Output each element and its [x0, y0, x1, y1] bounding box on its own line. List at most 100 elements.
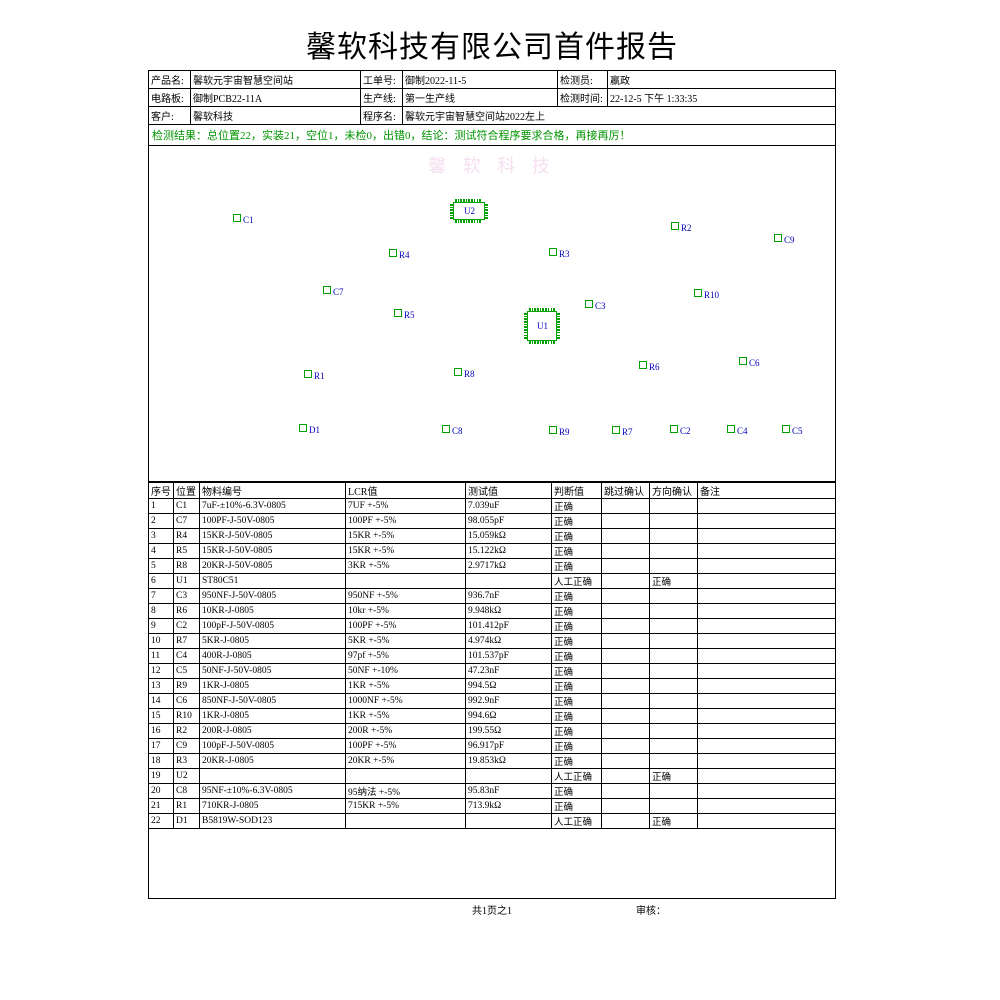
table-cell [650, 604, 698, 619]
component-C9 [774, 234, 782, 242]
table-cell: 97pf +-5% [346, 649, 466, 664]
table-cell: C8 [174, 784, 200, 799]
table-cell: 9 [149, 619, 174, 634]
component-label: C6 [749, 358, 760, 368]
table-cell [698, 664, 836, 679]
table-cell: 18 [149, 754, 174, 769]
table-cell [602, 724, 650, 739]
table-cell: 20 [149, 784, 174, 799]
hdr-inspector-value: 嬴政 [608, 71, 836, 89]
table-cell: 1 [149, 499, 174, 514]
table-cell [698, 649, 836, 664]
table-row: 6U1ST80C51人工正确正确 [149, 574, 836, 589]
col-header: 备注 [698, 483, 836, 499]
table-cell: R10 [174, 709, 200, 724]
table-cell: 7 [149, 589, 174, 604]
table-cell: 950NF +-5% [346, 589, 466, 604]
table-cell: 199.55Ω [466, 724, 552, 739]
table-cell [650, 649, 698, 664]
table-cell: 50NF-J-50V-0805 [200, 664, 346, 679]
table-cell: R5 [174, 544, 200, 559]
table-cell: 5KR +-5% [346, 634, 466, 649]
table-cell [602, 784, 650, 799]
table-cell [602, 634, 650, 649]
table-cell [466, 814, 552, 829]
component-R8 [454, 368, 462, 376]
table-cell: 正确 [552, 499, 602, 514]
table-cell [698, 769, 836, 784]
table-cell [698, 574, 836, 589]
table-cell [698, 784, 836, 799]
table-cell [602, 514, 650, 529]
component-label: C3 [595, 301, 606, 311]
table-row: 9C2100pF-J-50V-0805100PF +-5%101.412pF正确 [149, 619, 836, 634]
table-cell [698, 529, 836, 544]
table-cell: 8 [149, 604, 174, 619]
table-cell: R7 [174, 634, 200, 649]
table-cell [698, 799, 836, 814]
table-cell [698, 709, 836, 724]
table-cell: R2 [174, 724, 200, 739]
component-C4 [727, 425, 735, 433]
table-cell: 正确 [552, 664, 602, 679]
table-cell: 正确 [552, 604, 602, 619]
table-cell: 710KR-J-0805 [200, 799, 346, 814]
table-cell: 1000NF +-5% [346, 694, 466, 709]
table-cell: 15 [149, 709, 174, 724]
component-label: R8 [464, 369, 475, 379]
table-cell [602, 559, 650, 574]
table-filler [148, 829, 836, 899]
table-cell: 正确 [552, 709, 602, 724]
table-cell: 15KR +-5% [346, 529, 466, 544]
table-cell [650, 724, 698, 739]
table-cell: 101.412pF [466, 619, 552, 634]
table-cell: 994.6Ω [466, 709, 552, 724]
table-cell: 95.83nF [466, 784, 552, 799]
component-C8 [442, 425, 450, 433]
table-cell: 20KR-J-0805 [200, 754, 346, 769]
table-cell: 992.9nF [466, 694, 552, 709]
table-cell [698, 724, 836, 739]
table-cell [698, 604, 836, 619]
table-row: 11C4400R-J-080597pf +-5%101.537pF正确 [149, 649, 836, 664]
table-cell: C2 [174, 619, 200, 634]
table-cell: 正确 [552, 634, 602, 649]
table-cell: 7uF-±10%-6.3V-0805 [200, 499, 346, 514]
table-cell: 14 [149, 694, 174, 709]
table-cell: C3 [174, 589, 200, 604]
table-cell: 19 [149, 769, 174, 784]
component-label: R4 [399, 250, 410, 260]
hdr-time-label: 检测时间: [558, 89, 608, 107]
table-cell: 50NF +-10% [346, 664, 466, 679]
table-cell: 10 [149, 634, 174, 649]
table-cell [698, 589, 836, 604]
table-cell [602, 589, 650, 604]
component-label: D1 [309, 425, 320, 435]
hdr-program-label: 程序名: [361, 107, 403, 125]
col-header: 物料编号 [200, 483, 346, 499]
table-row: 17C9100pF-J-50V-0805100PF +-5%96.917pF正确 [149, 739, 836, 754]
table-row: 15R101KR-J-08051KR +-5%994.6Ω正确 [149, 709, 836, 724]
table-cell [602, 544, 650, 559]
table-cell [602, 739, 650, 754]
pcb-diagram: 馨 软 科 技 C1R4R3R2C9C7R5C3R10R1R8R6C6D1C8R… [148, 146, 836, 482]
table-cell: 13 [149, 679, 174, 694]
table-cell: C7 [174, 514, 200, 529]
table-cell [602, 529, 650, 544]
table-cell: 994.5Ω [466, 679, 552, 694]
table-cell: D1 [174, 814, 200, 829]
component-label: R7 [622, 427, 633, 437]
hdr-line-value: 第一生产线 [403, 89, 558, 107]
table-cell: 15.059kΩ [466, 529, 552, 544]
component-label: R5 [404, 310, 415, 320]
component-C5 [782, 425, 790, 433]
table-cell: 正确 [552, 649, 602, 664]
table-cell: 7UF +-5% [346, 499, 466, 514]
component-label: R10 [704, 290, 719, 300]
table-cell: 正确 [552, 739, 602, 754]
component-R4 [389, 249, 397, 257]
table-cell: 正确 [552, 589, 602, 604]
component-label: R3 [559, 249, 570, 259]
component-C7 [323, 286, 331, 294]
table-cell [698, 514, 836, 529]
